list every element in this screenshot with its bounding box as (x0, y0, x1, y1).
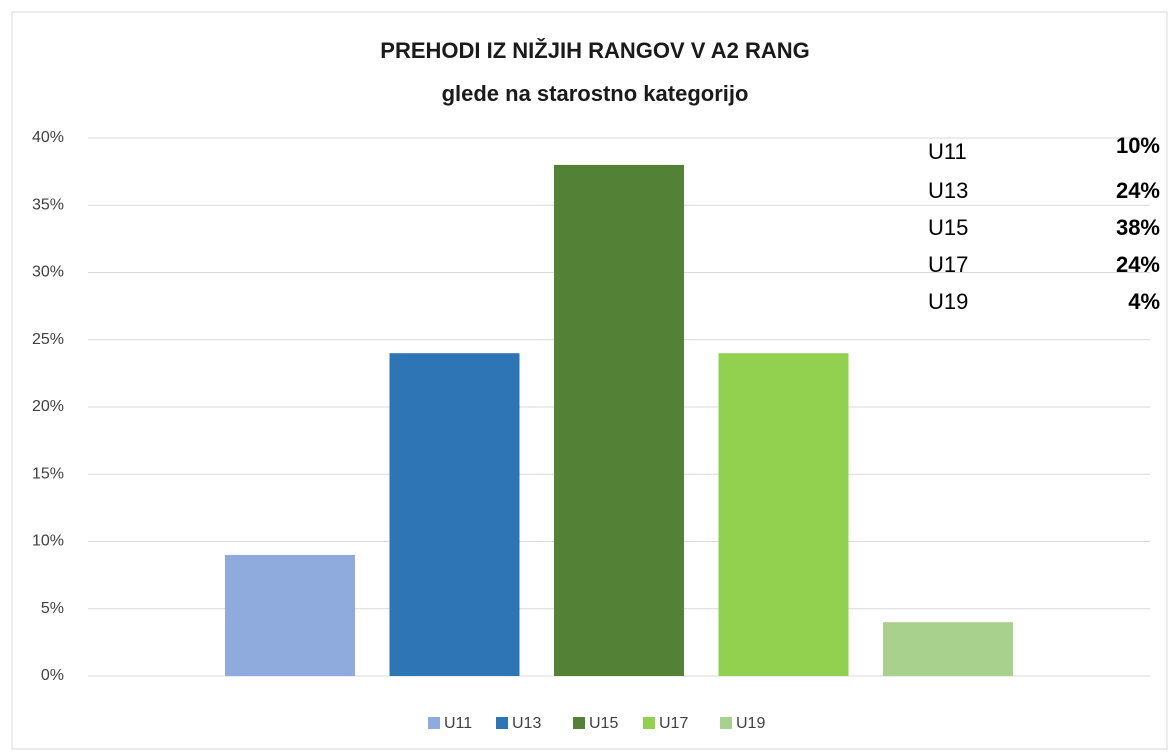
bar (225, 554, 355, 676)
y-tick-label: 20% (32, 398, 64, 415)
legend-swatch (720, 717, 732, 729)
y-tick-label: 30% (32, 264, 64, 281)
annotation-name: U13 (928, 178, 968, 203)
y-tick-label: 15% (32, 465, 64, 482)
legend-label: U19 (736, 715, 765, 732)
annotation-name: U11 (928, 139, 967, 164)
annotation-name: U15 (928, 215, 968, 240)
legend-label: U17 (659, 715, 688, 732)
bar (554, 164, 684, 676)
annotation-value: 24% (1116, 252, 1160, 277)
y-tick-label: 10% (32, 533, 64, 550)
legend-label: U15 (589, 715, 618, 732)
annotation-value: 24% (1116, 178, 1160, 203)
annotation-value: 38% (1116, 215, 1160, 240)
legend-label: U11 (444, 715, 472, 732)
annotation-name: U19 (928, 289, 968, 314)
bar (389, 353, 520, 676)
bar (718, 353, 849, 676)
annotation-value: 10% (1116, 133, 1160, 158)
bar (883, 622, 1013, 676)
y-tick-label: 5% (41, 600, 64, 617)
y-tick-label: 35% (32, 196, 64, 213)
chart-title: PREHODI IZ NIŽJIH RANGOV V A2 RANG (380, 38, 809, 63)
legend-swatch (643, 717, 655, 729)
y-tick-label: 0% (41, 667, 64, 684)
annotation-name: U17 (928, 252, 968, 277)
legend-label: U13 (512, 715, 541, 732)
annotation-value: 4% (1128, 289, 1160, 314)
y-tick-label: 25% (32, 331, 64, 348)
legend-swatch (428, 717, 440, 729)
legend-swatch (573, 717, 585, 729)
legend-swatch (496, 717, 508, 729)
y-tick-label: 40% (32, 129, 64, 146)
chart-subtitle: glede na starostno kategorijo (442, 81, 749, 106)
